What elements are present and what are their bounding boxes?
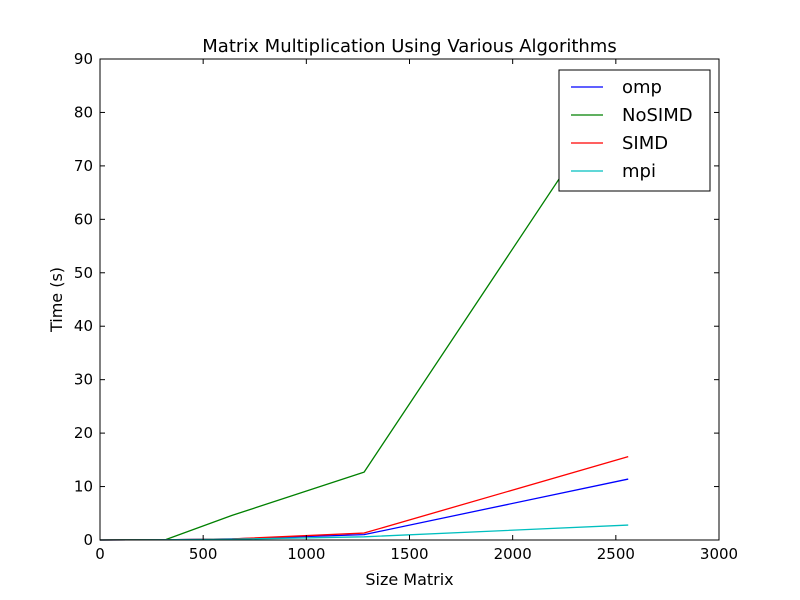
- legend-label-nosimd: NoSIMD: [622, 105, 693, 126]
- y-tick-label: 50: [74, 264, 93, 282]
- y-tick-label: 10: [74, 478, 93, 496]
- x-tick-label: 2000: [494, 545, 532, 563]
- legend: omp NoSIMD SIMD mpi: [558, 69, 711, 192]
- y-tick-label: 40: [74, 317, 93, 335]
- legend-label-mpi: mpi: [622, 161, 656, 182]
- axes-layer: 0 500 1000 1500 2000 2500 3000 0 10 20 30 40 50 60 70 8…: [74, 50, 738, 563]
- y-tick-label: 20: [74, 424, 93, 442]
- legend-label-simd: SIMD: [622, 133, 668, 154]
- x-tick-label: 1500: [390, 545, 428, 563]
- y-tick-label: 80: [74, 103, 93, 121]
- x-tick-label: 1000: [287, 545, 325, 563]
- x-tick-label: 2500: [597, 545, 635, 563]
- x-tick-label: 3000: [700, 545, 738, 563]
- y-tick-label: 30: [74, 371, 93, 389]
- y-tick-label: 70: [74, 157, 93, 175]
- legend-label-omp: omp: [622, 77, 662, 98]
- y-axis-title: Time (s): [47, 267, 66, 333]
- x-tick-label: 0: [95, 545, 105, 563]
- chart-title: Matrix Multiplication Using Various Algo…: [202, 36, 616, 57]
- x-axis-title: Size Matrix: [365, 570, 453, 589]
- y-tick-label: 60: [74, 210, 93, 228]
- y-tick-label: 90: [74, 50, 93, 68]
- x-tick-label: 500: [189, 545, 218, 563]
- y-tick-label: 0: [83, 531, 93, 549]
